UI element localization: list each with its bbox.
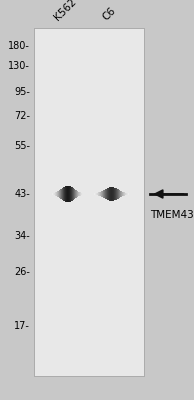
Text: 43-: 43- [14,189,30,199]
Text: TMEM43: TMEM43 [150,210,194,220]
Text: 72-: 72- [14,111,30,121]
Text: 55-: 55- [14,141,30,151]
Text: C6: C6 [101,5,118,22]
Text: 95-: 95- [14,87,30,97]
Bar [34,28,144,376]
Text: 17-: 17- [14,321,30,331]
Text: 26-: 26- [14,267,30,277]
Text: 34-: 34- [14,231,30,241]
Text: 180-: 180- [8,41,30,51]
Text: K562: K562 [52,0,78,22]
Text: 130-: 130- [8,61,30,71]
